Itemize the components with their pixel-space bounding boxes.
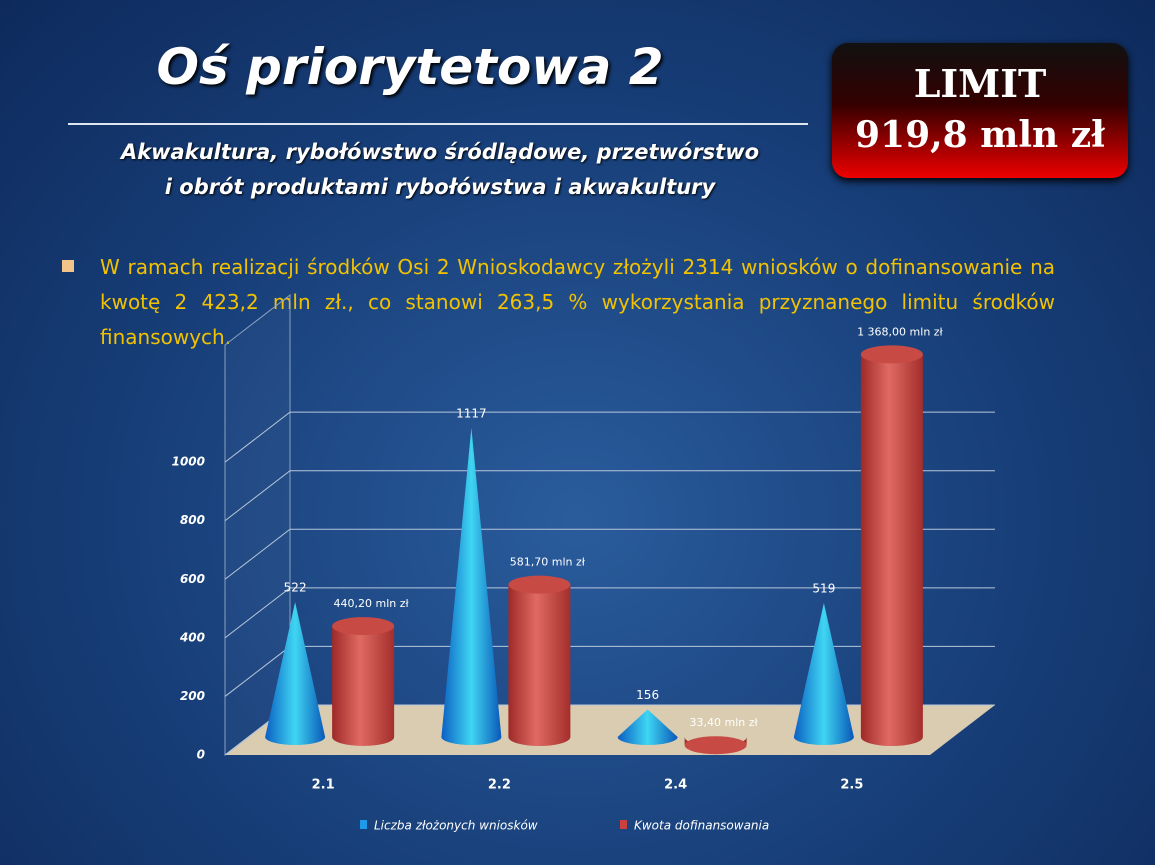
cylinder-top: [332, 617, 395, 636]
value-label: 33,40 mln zł: [690, 716, 759, 729]
cone: [617, 709, 678, 745]
y-tick-label: 800: [180, 513, 205, 527]
grid-line: [224, 470, 995, 522]
legend-label: Kwota dofinansowania: [634, 819, 769, 833]
bullet-text: W ramach realizacji środków Osi 2 Wniosk…: [100, 255, 1055, 349]
cone: [441, 427, 502, 745]
value-label: 581,70 mln zł: [510, 556, 586, 569]
y-tick-label: 400: [179, 630, 205, 644]
cylinder-top: [684, 736, 747, 755]
bullet-marker: [62, 260, 74, 272]
cylinder-top: [508, 575, 571, 594]
x-tick-label: 2.5: [840, 778, 863, 793]
y-tick-label: 0: [197, 748, 205, 762]
cylinder-top: [860, 345, 923, 364]
value-label: 156: [636, 688, 659, 702]
cone: [265, 602, 326, 745]
subtitle: Akwakultura, rybołówstwo śródlądowe, prz…: [120, 140, 760, 164]
limit-box: LIMIT 919,8 mln zł: [832, 43, 1128, 178]
value-label: 519: [812, 582, 835, 596]
title: Oś priorytetowa 2: [156, 38, 664, 96]
limit-label: LIMIT: [913, 61, 1047, 106]
legend-label: Liczba złożonych wniosków: [374, 819, 538, 833]
grid-line: [224, 411, 995, 463]
y-tick-label: 1000: [172, 455, 205, 469]
cylinder: [332, 626, 395, 746]
x-tick-label: 2.2: [488, 778, 511, 793]
cylinder: [508, 584, 571, 747]
value-label: 522: [284, 581, 307, 595]
subtitle: i obrót produktami rybołówstwa i akwakul…: [164, 175, 716, 199]
cylinder: [860, 354, 923, 747]
value-label: 1 368,00 mln zł: [857, 325, 943, 338]
value-label: 1117: [456, 406, 487, 420]
y-tick-label: 600: [180, 572, 205, 586]
rule: [68, 123, 808, 125]
value-label: 440,20 mln zł: [334, 597, 410, 610]
y-tick-label: 200: [180, 689, 205, 703]
legend-swatch: [360, 820, 367, 829]
grid-line: [224, 587, 995, 639]
x-tick-label: 2.1: [312, 778, 335, 793]
legend-swatch: [620, 820, 627, 829]
limit-amount: 919,8 mln zł: [854, 114, 1106, 156]
cone: [793, 603, 854, 745]
x-tick-label: 2.4: [664, 778, 687, 793]
grid-line: [224, 528, 995, 580]
